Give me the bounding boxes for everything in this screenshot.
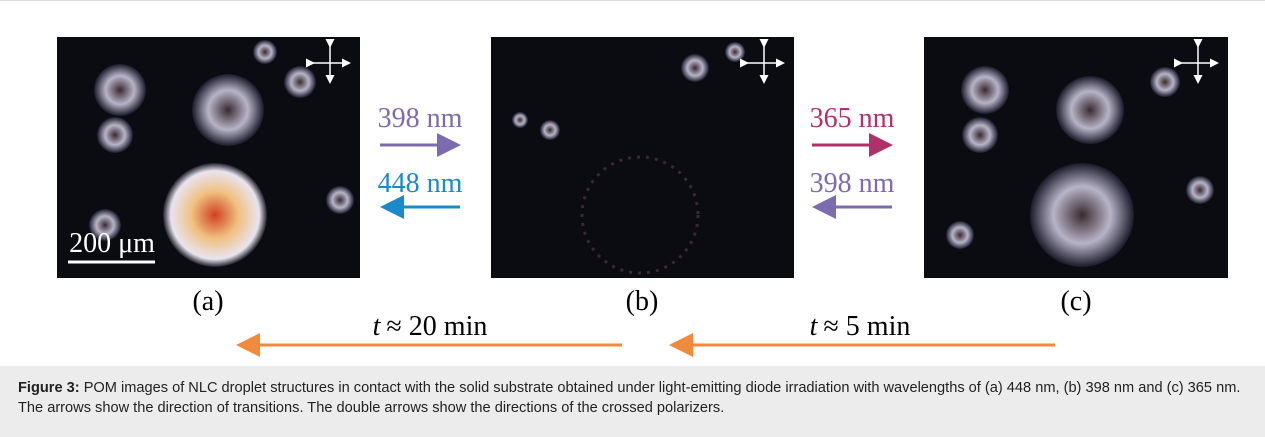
panel-label: (b) (626, 286, 659, 317)
scale-bar-label: 200 μm (69, 228, 155, 259)
wavelength-label: 398 nm (378, 103, 463, 134)
time-value: ≈ 20 min (386, 311, 487, 342)
caption: Figure 3: POM images of NLC droplet stru… (0, 366, 1265, 437)
time-label: t≈ 20 min (373, 311, 488, 342)
caption-text: POM images of NLC droplet structures in … (18, 380, 1240, 416)
time-value: ≈ 5 min (823, 311, 910, 342)
time-variable: t (810, 311, 819, 342)
wavelength-label: 448 nm (378, 168, 463, 199)
image-c (924, 37, 1228, 278)
panel-label: (c) (1060, 286, 1091, 317)
panel-label: (a) (192, 286, 223, 317)
wavelength-label: 398 nm (810, 168, 895, 199)
wavelength-label: 365 nm (810, 103, 895, 134)
time-label: t≈ 5 min (810, 311, 911, 342)
time-variable: t (373, 311, 382, 342)
page: {"panels": [{"label": "(a)", "scale_bar"… (0, 0, 1265, 437)
image-b (491, 37, 794, 278)
caption-label: Figure 3: (18, 380, 80, 396)
